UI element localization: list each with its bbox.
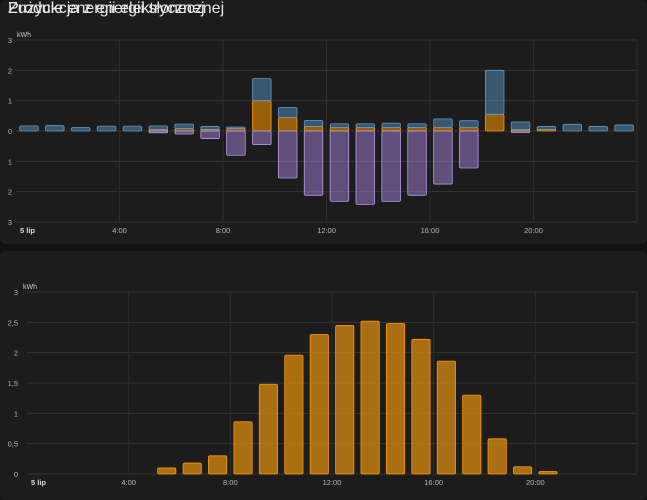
- bar-grid-import: [562, 123, 583, 132]
- bar-solar-production: [284, 354, 304, 475]
- bar-solar-production: [385, 323, 406, 475]
- bar-solar: [407, 126, 427, 132]
- bar-export: [407, 130, 427, 196]
- bar-grid-import: [381, 122, 401, 128]
- bar-solar-production: [487, 438, 507, 475]
- bar-solar-production: [436, 360, 456, 475]
- solar-production-title: Produkcja z energii słonecznej: [8, 0, 225, 17]
- bar-solar-production: [157, 467, 177, 475]
- bar-grid-import: [329, 123, 350, 128]
- bar-solar-production: [233, 421, 253, 475]
- x-tick-label: 16:00: [424, 478, 443, 487]
- x-tick-label: 12:00: [323, 478, 342, 487]
- bar-export: [277, 130, 298, 179]
- bar-solar: [484, 113, 505, 132]
- bar-grid-import: [174, 123, 194, 129]
- x-tick-label: 12:00: [317, 226, 336, 235]
- bar-export: [148, 130, 169, 134]
- x-tick-label: 5 lip: [20, 226, 35, 235]
- y-tick-label: 1: [8, 157, 12, 166]
- bar-grid-import: [303, 119, 324, 127]
- bar-solar: [381, 126, 401, 132]
- y-tick-label: 2: [8, 188, 12, 197]
- bar-export: [510, 130, 531, 133]
- solar-production-chart: 3 2,5 2 1,5 1 0,5 0 5 lip 4:00 8:00 12:00 16:00 20:0…: [8, 284, 638, 487]
- bar-solar: [277, 116, 298, 132]
- bar-grid-import: [45, 125, 65, 132]
- bar-grid-import: [122, 125, 143, 132]
- bar-export: [329, 130, 350, 202]
- y-tick-label: 1,5: [8, 379, 18, 388]
- bar-export: [303, 130, 324, 196]
- y-tick-label: 0,5: [8, 440, 18, 449]
- y-tick-label: 0: [14, 470, 18, 479]
- bar-grid-import: [536, 126, 557, 130]
- x-tick-label: 20:00: [526, 478, 545, 487]
- bar-solar: [252, 100, 272, 132]
- bar-solar-production: [538, 471, 558, 475]
- bar-export: [226, 130, 246, 156]
- bar-grid-import: [200, 126, 220, 130]
- bar-export: [200, 130, 220, 139]
- bar-grid-import: [459, 120, 479, 128]
- y-unit-label: kWh: [17, 32, 31, 39]
- y-tick-label: 1: [8, 97, 12, 106]
- y-tick-label: 1: [14, 409, 18, 418]
- bar-grid-import: [96, 125, 117, 132]
- y-tick-label: 0: [8, 127, 12, 136]
- bar-export: [459, 130, 479, 169]
- y-tick-label: 3: [8, 218, 12, 227]
- bar-grid-import: [484, 69, 505, 115]
- bar-export: [252, 130, 272, 146]
- y-tick-label: 2,5: [8, 318, 18, 327]
- y-unit-label: kWh: [23, 284, 37, 291]
- y-tick-label: 3: [8, 36, 12, 45]
- bar-solar-production: [258, 383, 279, 475]
- bar-grid-import: [407, 123, 427, 128]
- bar-export: [381, 130, 401, 202]
- bar-solar-production: [513, 466, 533, 475]
- bar-export: [174, 130, 194, 135]
- bar-solar-production: [335, 324, 355, 475]
- x-tick-label: 4:00: [121, 478, 136, 487]
- bar-solar: [433, 126, 453, 132]
- bar-grid-import: [148, 125, 169, 130]
- bar-solar-production: [411, 338, 431, 475]
- y-tick-label: 3: [14, 288, 18, 297]
- energy-usage-chart: 3 2 1 0 1 2 3 5 lip 4:00 8:00 12:00 16:00 20:00 kWh: [8, 32, 638, 235]
- bar-solar: [355, 126, 376, 132]
- x-tick-label: 16:00: [421, 226, 440, 235]
- x-tick-label: 5 lip: [31, 478, 46, 487]
- bar-grid-import: [433, 118, 453, 128]
- energy-usage-title: Zużycie energii elektrycznej: [8, 0, 205, 17]
- bar-grid-import: [614, 124, 634, 132]
- bar-grid-import: [252, 78, 272, 102]
- bar-export: [433, 130, 453, 185]
- x-tick-label: 8:00: [223, 478, 238, 487]
- bar-grid-import: [510, 121, 531, 130]
- bar-solar-production: [309, 334, 329, 475]
- bar-solar-production: [360, 320, 380, 475]
- bar-grid-import: [355, 123, 376, 128]
- bar-solar-production: [208, 455, 228, 475]
- bar-solar-production: [462, 394, 482, 475]
- bar-grid-import: [226, 126, 246, 129]
- bar-solar: [303, 126, 324, 132]
- x-tick-label: 8:00: [216, 226, 231, 235]
- bar-solar-production: [182, 462, 202, 475]
- x-tick-label: 4:00: [112, 226, 127, 235]
- bar-solar: [329, 126, 350, 132]
- x-tick-label: 20:00: [524, 226, 543, 235]
- y-tick-label: 2: [14, 349, 18, 358]
- bar-grid-import: [588, 126, 608, 132]
- y-tick-label: 2: [8, 66, 12, 75]
- energy-usage-card: [0, 0, 647, 244]
- bar-export: [355, 130, 376, 205]
- bar-solar: [459, 126, 479, 132]
- bar-grid-import: [277, 106, 298, 118]
- bar-grid-import: [19, 125, 39, 132]
- bar-grid-import: [70, 126, 91, 132]
